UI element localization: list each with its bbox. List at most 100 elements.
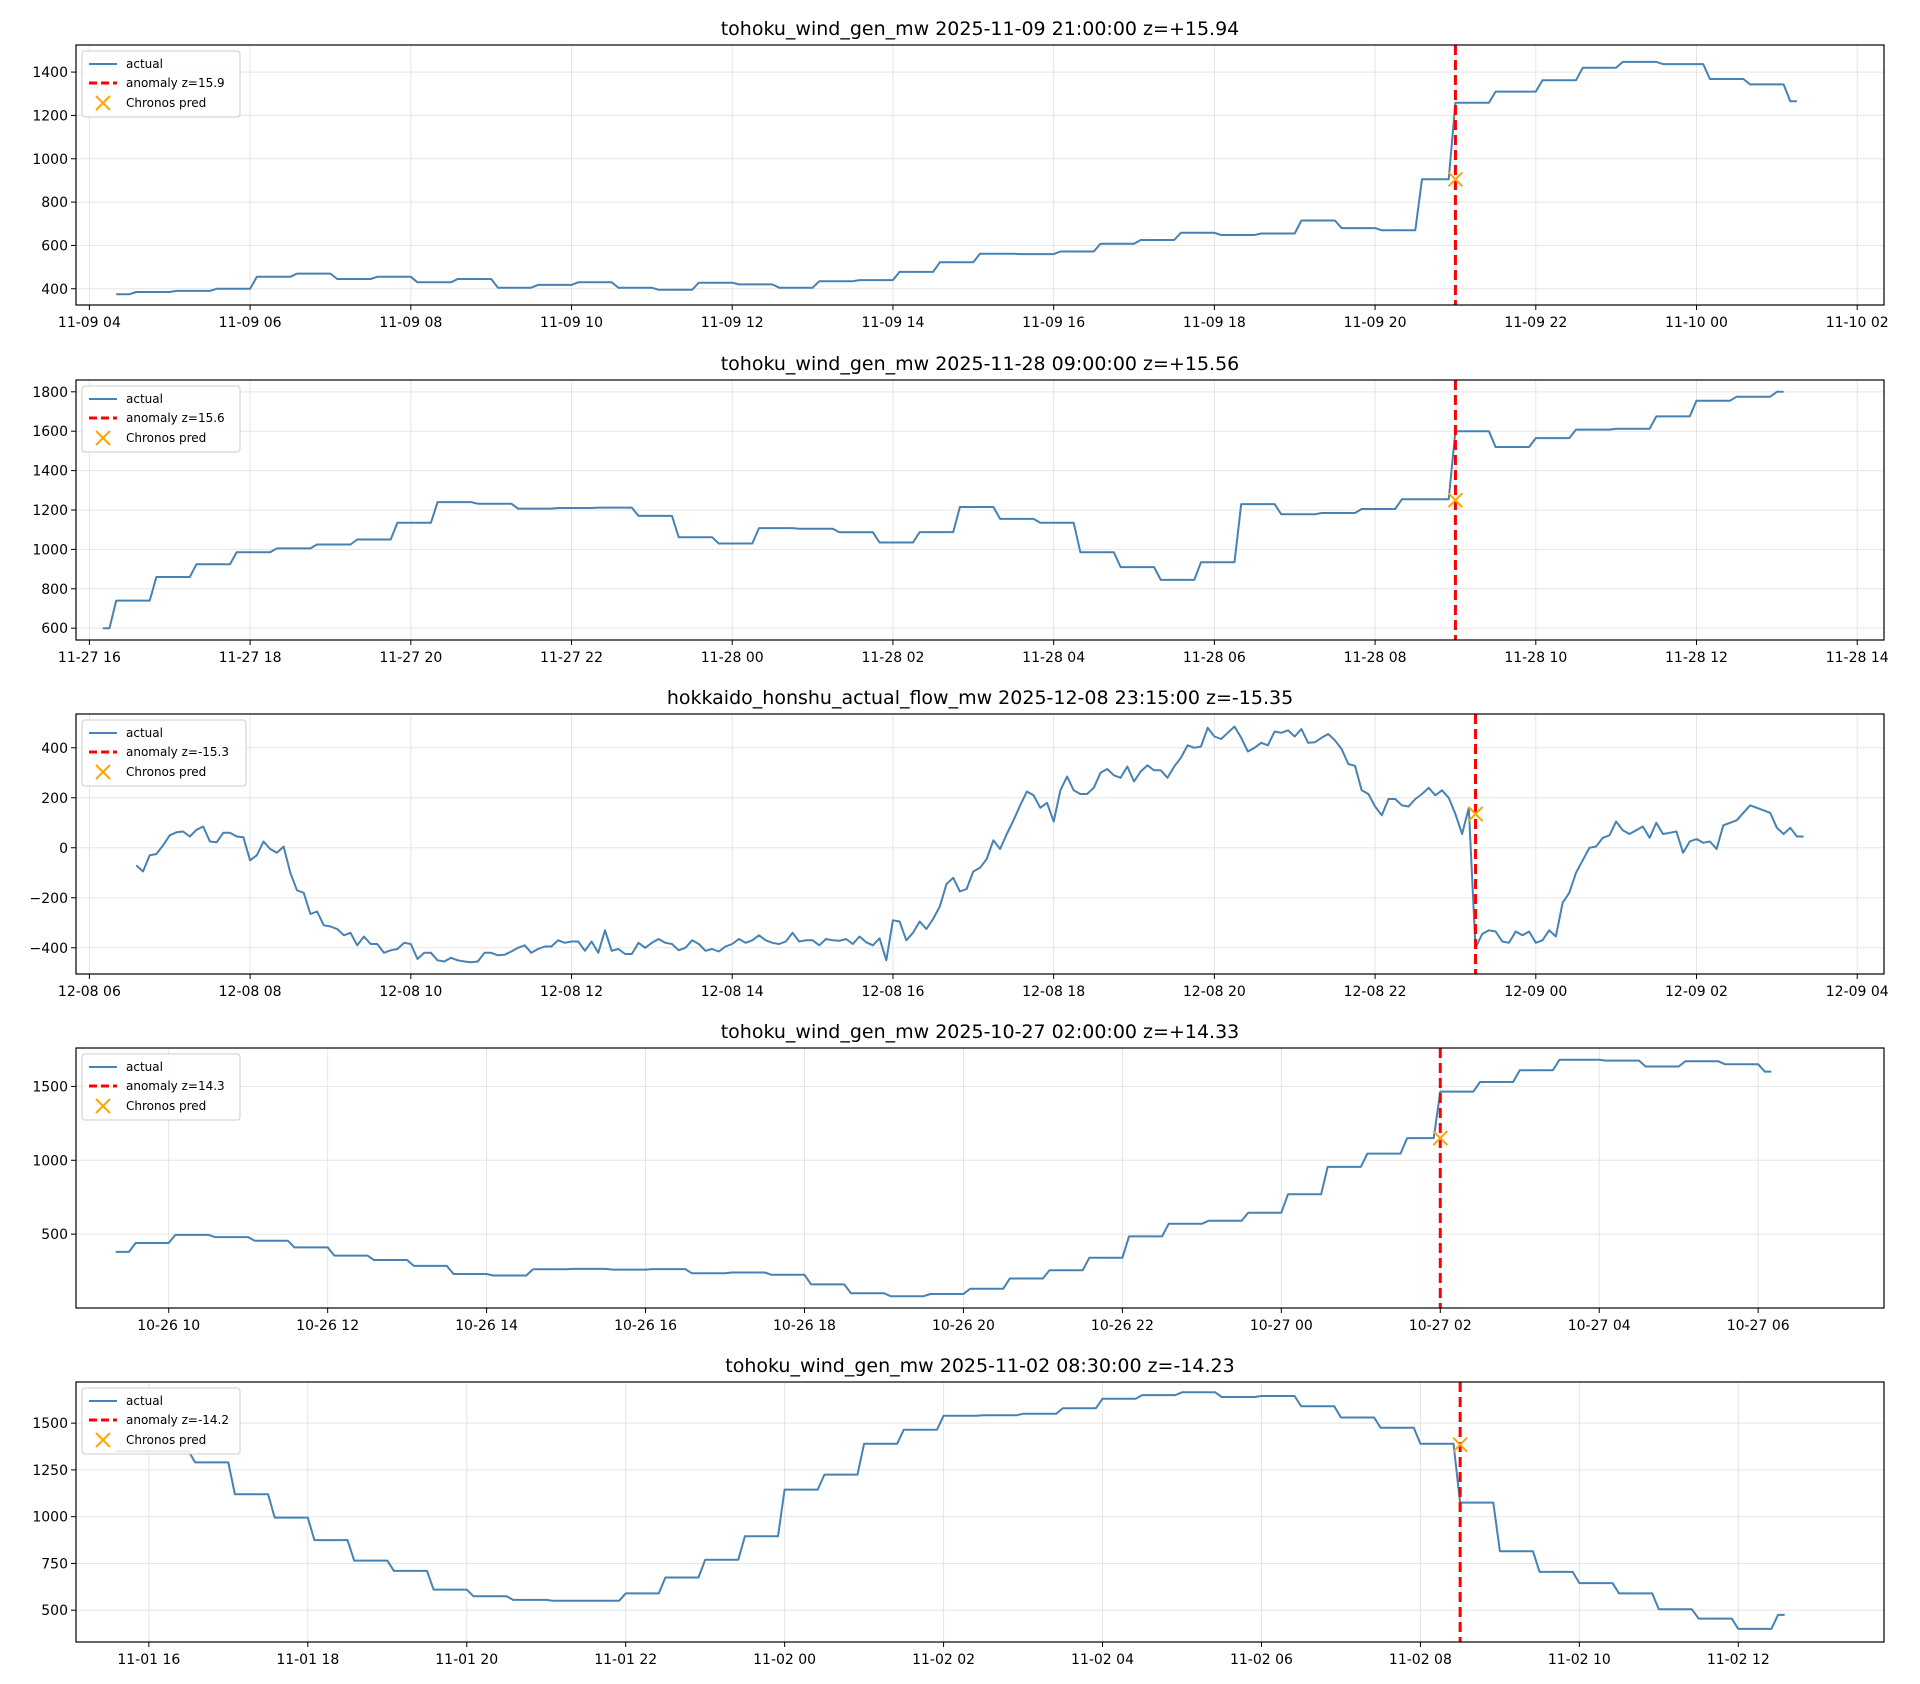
- x-tick-label: 11-10 00: [1665, 315, 1728, 331]
- y-tick-label: 1200: [32, 108, 68, 124]
- x-tick-label: 11-02 02: [912, 1652, 975, 1668]
- x-tick-label: 11-09 20: [1344, 315, 1407, 331]
- x-tick-label: 10-26 14: [455, 1318, 518, 1334]
- y-tick-label: 800: [41, 582, 68, 598]
- legend: actual anomaly z=15.9 Chronos pred: [81, 50, 241, 118]
- y-tick-label: 1200: [32, 503, 68, 519]
- x-tick-label: 10-27 02: [1409, 1318, 1472, 1334]
- x-tick-label: 11-09 18: [1183, 315, 1246, 331]
- x-tick-label: 11-28 06: [1183, 650, 1246, 666]
- pred-marker-stroke: [1447, 171, 1464, 188]
- actual-series-line: [102, 390, 1784, 630]
- axes-frame: [75, 1381, 1885, 1643]
- x-tick-label: 11-02 12: [1707, 1652, 1770, 1668]
- legend-label-pred: Chronos pred: [126, 96, 206, 110]
- legend-box: [81, 385, 241, 453]
- legend-label-actual: actual: [126, 392, 163, 406]
- chart-panel-4: 10-26 10 10-26 12 10-26 14 10-26 16 10-26 18…: [32, 1021, 1885, 1334]
- x-tick-label: 11-28 00: [701, 650, 764, 666]
- chronos-pred-marker: [1467, 806, 1484, 822]
- chronos-pred-marker: [1447, 492, 1464, 508]
- x-tick-label: 11-10 02: [1826, 315, 1889, 331]
- legend: actual anomaly z=15.6 Chronos pred: [81, 385, 241, 453]
- legend-pred-swatch: [95, 430, 111, 446]
- x-tick-label: 11-28 14: [1826, 650, 1889, 666]
- actual-series-line: [115, 1058, 1772, 1298]
- legend: actual anomaly z=14.3 Chronos pred: [81, 1053, 241, 1121]
- x-tick-label: 11-09 04: [58, 315, 121, 331]
- chart-panel-5: 11-01 16 11-01 18 11-01 20 11-01 22 11-02 00…: [32, 1355, 1885, 1668]
- y-tick-label: 1600: [32, 424, 68, 440]
- chart-panel-3: 12-08 06 12-08 08 12-08 10 12-08 12 12-08 14…: [30, 687, 1889, 1000]
- x-tick-label: 12-08 22: [1344, 984, 1407, 1000]
- legend-box: [81, 1387, 241, 1455]
- x-tick-label: 10-27 04: [1568, 1318, 1631, 1334]
- plot-content: [102, 380, 1784, 640]
- plot-content: [115, 1382, 1785, 1642]
- x-tick-label: 11-01 18: [276, 1652, 339, 1668]
- legend-label-anomaly: anomaly z=-14.2: [126, 1413, 229, 1427]
- y-tick-label: 1500: [32, 1079, 68, 1095]
- x-tick-label: 11-28 04: [1022, 650, 1085, 666]
- x-tick-label: 10-26 18: [773, 1318, 836, 1334]
- x-tick-label: 11-27 16: [58, 650, 121, 666]
- legend-label-actual: actual: [126, 1394, 163, 1408]
- y-tick-label: 800: [41, 195, 68, 211]
- y-tick-label: 750: [41, 1556, 68, 1572]
- x-tick-label: 10-26 16: [614, 1318, 677, 1334]
- legend-label-pred: Chronos pred: [126, 1099, 206, 1113]
- x-tick-label: 11-28 10: [1504, 650, 1567, 666]
- chronos-pred-marker: [1452, 1436, 1468, 1453]
- plot-area: [76, 714, 1884, 974]
- axes-frame: [75, 713, 1885, 975]
- x-tick-label: 12-09 00: [1504, 984, 1567, 1000]
- x-tick-label: 10-26 10: [137, 1318, 200, 1334]
- y-tick-label: 200: [41, 791, 68, 807]
- y-tick-label: −200: [30, 891, 68, 907]
- x-tick-label: 12-09 02: [1665, 984, 1728, 1000]
- y-tick-label: 1000: [32, 1153, 68, 1169]
- legend-pred-swatch: [95, 95, 111, 111]
- legend-label-actual: actual: [126, 1060, 163, 1074]
- pred-marker-stroke: [1432, 1130, 1448, 1146]
- x-tick-label: 12-08 16: [861, 984, 924, 1000]
- pred-marker-stroke: [1447, 492, 1464, 508]
- x-tick-label: 11-09 06: [219, 315, 282, 331]
- y-tick-label: 0: [59, 841, 68, 857]
- axes-frame: [75, 379, 1885, 641]
- plot-area: [76, 1048, 1884, 1308]
- y-tick-label: 1500: [32, 1416, 68, 1432]
- x-tick-label: 11-09 14: [861, 315, 924, 331]
- actual-series-line: [135, 725, 1804, 964]
- x-tick-label: 12-08 18: [1022, 984, 1085, 1000]
- axes-frame: [75, 44, 1885, 306]
- x-tick-label: 12-08 14: [701, 984, 764, 1000]
- x-tick-label: 11-09 08: [379, 315, 442, 331]
- chart-title: tohoku_wind_gen_mw 2025-11-09 21:00:00 z…: [721, 18, 1240, 40]
- y-tick-label: 600: [41, 621, 68, 637]
- legend-label-anomaly: anomaly z=14.3: [126, 1079, 225, 1093]
- axes-frame: [75, 1047, 1885, 1309]
- x-tick-label: 12-09 04: [1826, 984, 1889, 1000]
- x-tick-label: 11-09 16: [1022, 315, 1085, 331]
- chart-title: tohoku_wind_gen_mw 2025-11-02 08:30:00 z…: [725, 1355, 1234, 1377]
- x-tick-label: 11-28 02: [861, 650, 924, 666]
- chart-title: hokkaido_honshu_actual_flow_mw 2025-12-0…: [667, 687, 1293, 709]
- y-tick-label: 1250: [32, 1463, 68, 1479]
- plot-content: [116, 45, 1797, 305]
- legend: actual anomaly z=-14.2 Chronos pred: [81, 1387, 241, 1455]
- chart-title: tohoku_wind_gen_mw 2025-11-28 09:00:00 z…: [721, 353, 1240, 375]
- legend-label-pred: Chronos pred: [126, 1433, 206, 1447]
- y-tick-label: 1800: [32, 385, 68, 401]
- x-tick-label: 11-27 20: [379, 650, 442, 666]
- legend: actual anomaly z=-15.3 Chronos pred: [81, 719, 247, 787]
- chart-panel-2: 11-27 16 11-27 18 11-27 20 11-27 22 11-28 00…: [32, 353, 1888, 666]
- x-tick-label: 12-08 10: [379, 984, 442, 1000]
- legend-label-anomaly: anomaly z=-15.3: [126, 745, 229, 759]
- x-tick-label: 10-26 22: [1091, 1318, 1154, 1334]
- pred-marker-stroke: [1452, 1436, 1468, 1453]
- y-tick-label: 1000: [32, 542, 68, 558]
- legend-label-actual: actual: [126, 57, 163, 71]
- plot-area: [76, 1382, 1884, 1642]
